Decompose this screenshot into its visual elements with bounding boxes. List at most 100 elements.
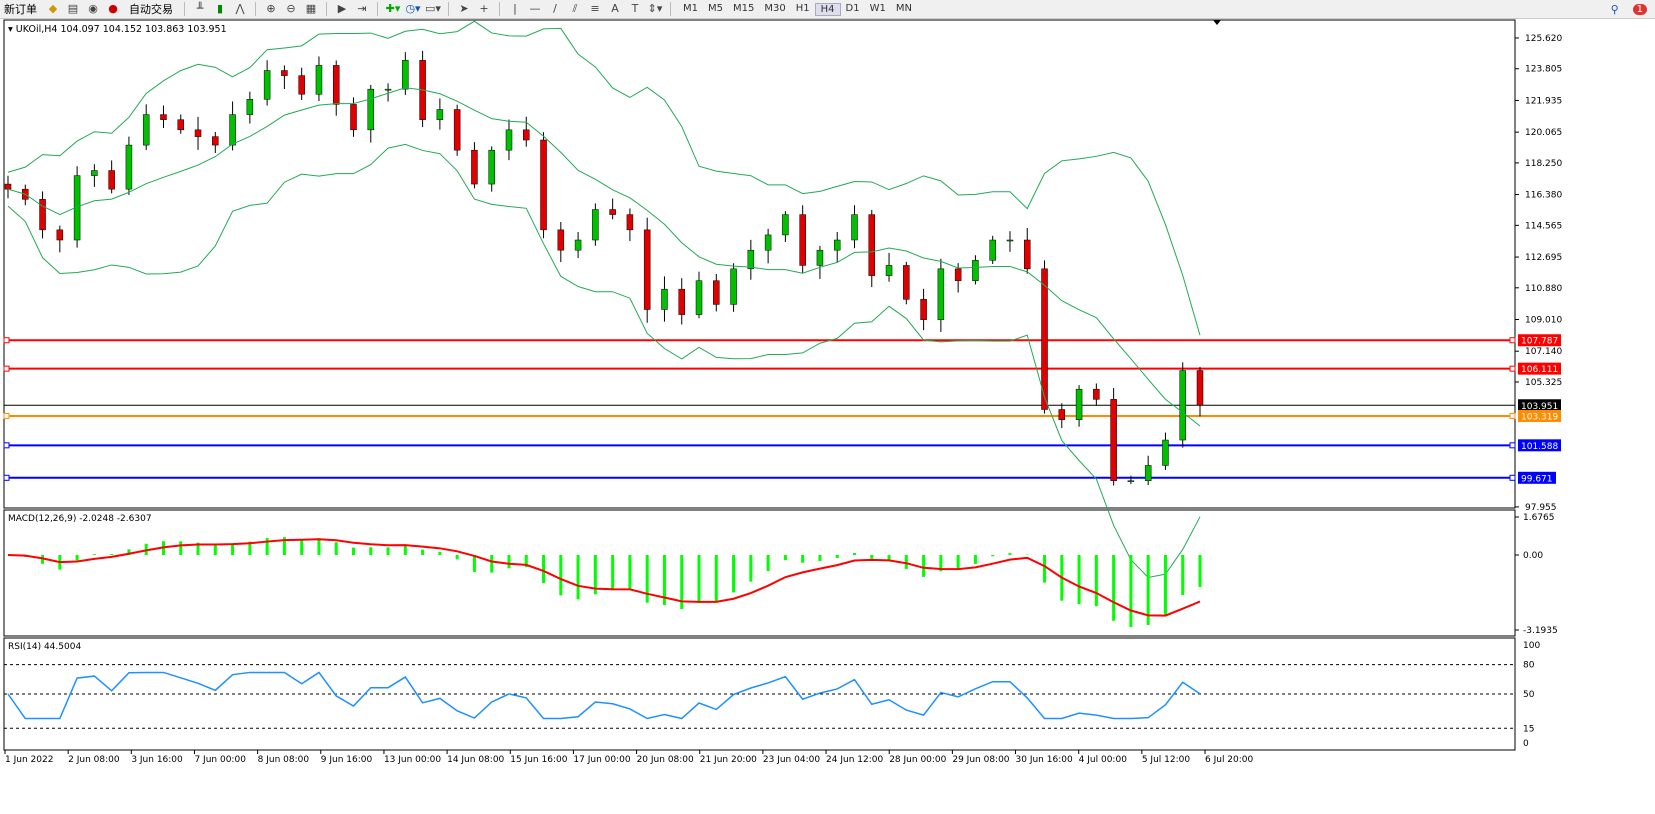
candle-body bbox=[1093, 388, 1100, 400]
candle-body bbox=[540, 139, 547, 231]
timeframe-h4[interactable]: H4 bbox=[814, 2, 841, 16]
timeframe-w1[interactable]: W1 bbox=[869, 2, 886, 14]
candle-body bbox=[557, 229, 565, 251]
time-label: 1 Jun 2022 bbox=[5, 755, 53, 765]
time-label: 17 Jun 00:00 bbox=[573, 755, 630, 765]
arrows-icon[interactable]: ⇕▾ bbox=[647, 2, 663, 15]
templates-icon[interactable]: ▭▾ bbox=[425, 2, 441, 15]
equidistant-channel-icon[interactable]: ⫽ bbox=[572, 2, 578, 15]
timeframe-m5[interactable]: M5 bbox=[708, 2, 723, 14]
level-price-label: 99.671 bbox=[1521, 474, 1553, 484]
candle-body bbox=[592, 209, 599, 241]
auto-trading-icon[interactable]: ● bbox=[108, 2, 118, 15]
candle-body bbox=[263, 70, 271, 100]
price-tick-label: 123.805 bbox=[1525, 65, 1562, 75]
macd-tick-label: 0.00 bbox=[1523, 551, 1543, 561]
search-icon[interactable]: ⚲ bbox=[1610, 2, 1619, 16]
zoom-out-icon[interactable]: ⊖ bbox=[286, 2, 296, 15]
level-price-label: 106.111 bbox=[1521, 365, 1558, 375]
timeframe-m30[interactable]: M30 bbox=[764, 2, 786, 14]
candle-body bbox=[643, 229, 651, 310]
candle-body bbox=[160, 114, 167, 120]
periods-icon[interactable]: ◷▾ bbox=[405, 2, 421, 15]
bollinger-upper bbox=[7, 20, 1201, 336]
price-tick-label: 107.140 bbox=[1525, 347, 1562, 357]
price-tick-label: 121.935 bbox=[1525, 96, 1562, 106]
candle-body bbox=[505, 129, 513, 151]
time-label: 21 Jun 20:00 bbox=[700, 755, 757, 765]
text-icon[interactable]: A bbox=[611, 2, 619, 15]
time-label: 29 Jun 08:00 bbox=[952, 755, 1009, 765]
candle-body bbox=[695, 280, 703, 315]
new-order-button[interactable]: 新订单 bbox=[4, 3, 37, 16]
main-pane bbox=[3, 19, 1516, 509]
level-price-box bbox=[1518, 399, 1561, 412]
level-price-label: 107.787 bbox=[1521, 337, 1558, 347]
price-tick-label: 109.010 bbox=[1525, 316, 1562, 326]
time-label: 8 Jun 08:00 bbox=[258, 755, 310, 765]
timeframe-m1[interactable]: M1 bbox=[683, 2, 698, 14]
cursor-icon[interactable]: ➤ bbox=[459, 2, 469, 15]
bar-chart-icon[interactable]: ╨ bbox=[196, 2, 204, 15]
market-watch-icon[interactable]: ▤ bbox=[67, 2, 79, 15]
auto-trading-button[interactable]: 自动交易 bbox=[129, 3, 173, 16]
timeframe-mn[interactable]: MN bbox=[895, 2, 912, 14]
candle-body bbox=[332, 65, 340, 105]
rsi-tick-label: 50 bbox=[1523, 690, 1535, 700]
candle-body bbox=[989, 239, 996, 261]
level-price-box bbox=[1518, 362, 1561, 375]
candle-body bbox=[229, 114, 236, 146]
candle-body bbox=[954, 268, 962, 281]
candle-body bbox=[1196, 370, 1204, 406]
vertical-line-icon[interactable]: | bbox=[513, 2, 517, 15]
level-price-label: 103.319 bbox=[1521, 412, 1558, 422]
trendline-icon[interactable]: / bbox=[553, 2, 557, 15]
timeframe-d1[interactable]: D1 bbox=[845, 2, 860, 14]
timeframe-h1[interactable]: H1 bbox=[795, 2, 810, 14]
macd-pane bbox=[3, 509, 1516, 637]
time-label: 9 Jun 16:00 bbox=[321, 755, 373, 765]
candle-body bbox=[903, 265, 910, 300]
indicators-icon[interactable]: ✚▾ bbox=[385, 2, 401, 15]
notifications-badge[interactable]: 1 bbox=[1632, 3, 1647, 15]
chart-shift-icon[interactable]: ⇥ bbox=[357, 2, 367, 15]
signal-icon[interactable]: ◉ bbox=[88, 2, 98, 15]
text-label-icon[interactable]: T bbox=[631, 2, 639, 15]
candle-body bbox=[108, 170, 115, 190]
autoscroll-icon[interactable]: ▶ bbox=[337, 2, 347, 15]
rsi-line bbox=[7, 671, 1201, 720]
time-label: 28 Jun 00:00 bbox=[889, 755, 946, 765]
macd-signal-line bbox=[7, 538, 1201, 617]
time-label: 23 Jun 04:00 bbox=[763, 755, 820, 765]
candle-body bbox=[4, 183, 12, 190]
candle-body bbox=[91, 170, 98, 176]
time-label: 30 Jun 16:00 bbox=[1016, 755, 1073, 765]
candlestick-icon[interactable]: ▮ bbox=[216, 2, 224, 15]
gold-bars-icon[interactable]: ◆ bbox=[48, 2, 58, 15]
candle-body bbox=[747, 249, 755, 270]
candle-body bbox=[125, 144, 133, 190]
candle-body bbox=[1144, 465, 1152, 481]
rsi-tick-label: 0 bbox=[1523, 739, 1529, 749]
price-tick-label: 114.565 bbox=[1525, 221, 1562, 231]
chart-shift-marker bbox=[1213, 20, 1221, 25]
fibonacci-icon[interactable]: ≡ bbox=[590, 2, 600, 15]
zoom-in-icon[interactable]: ⊕ bbox=[266, 2, 276, 15]
time-label: 13 Jun 00:00 bbox=[384, 755, 441, 765]
tile-windows-icon[interactable]: ▦ bbox=[305, 2, 317, 15]
rsi-tick-label: 80 bbox=[1523, 661, 1535, 671]
time-label: 14 Jun 08:00 bbox=[447, 755, 504, 765]
candle-body bbox=[868, 214, 876, 276]
level-handle bbox=[3, 474, 10, 481]
horizontal-line-icon[interactable]: — bbox=[529, 2, 541, 15]
level-price-box bbox=[1518, 439, 1561, 452]
level-handle bbox=[1509, 474, 1516, 481]
timeframe-m15[interactable]: M15 bbox=[733, 2, 755, 14]
candle-body bbox=[471, 149, 478, 185]
crosshair-icon[interactable]: + bbox=[479, 2, 489, 15]
candle-body bbox=[609, 209, 616, 215]
line-chart-icon[interactable]: ⋀ bbox=[235, 2, 245, 15]
candle-body bbox=[1006, 239, 1014, 242]
time-label: 15 Jun 16:00 bbox=[510, 755, 567, 765]
